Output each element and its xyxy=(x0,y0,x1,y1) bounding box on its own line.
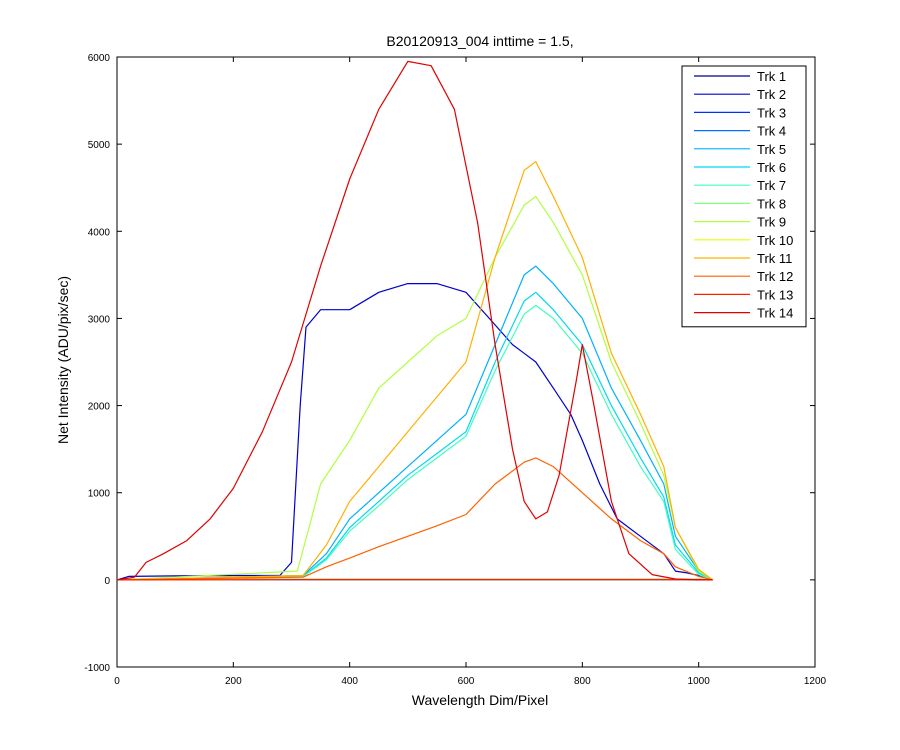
series-line-trk-11 xyxy=(116,161,713,581)
legend-label-trk-11: Trk 11 xyxy=(757,251,792,266)
y-tick-label: 5000 xyxy=(88,140,111,151)
legend-label-trk-6: Trk 6 xyxy=(757,160,786,175)
axis-ticks: 0 200 400 600 800 1000 1200 -1000 0 1000 2000 3000 4… xyxy=(84,53,826,687)
x-axis-label: Wavelength Dim/Pixel xyxy=(412,692,548,708)
y-tick-label: 6000 xyxy=(88,53,111,64)
series-line-trk-6 xyxy=(116,291,713,581)
chart-title: B20120913_004 inttime = 1.5, xyxy=(386,33,573,49)
y-tick-label: -1000 xyxy=(84,663,110,674)
legend-label-trk-5: Trk 5 xyxy=(757,142,786,157)
series-line-trk-2 xyxy=(116,283,713,581)
legend-label-trk-14: Trk 14 xyxy=(757,306,793,321)
legend-label-trk-7: Trk 7 xyxy=(757,178,786,193)
series-line-trk-7 xyxy=(116,304,713,581)
legend-label-trk-3: Trk 3 xyxy=(757,105,786,120)
legend-label-trk-8: Trk 8 xyxy=(757,196,786,211)
series-line-trk-14 xyxy=(116,60,713,581)
y-tick-label: 3000 xyxy=(88,314,111,325)
legend-label-trk-12: Trk 12 xyxy=(757,269,793,284)
series-line-trk-9 xyxy=(116,195,713,581)
legend-box xyxy=(681,65,807,328)
x-tick-label: 200 xyxy=(225,676,242,687)
legend-label-trk-13: Trk 13 xyxy=(757,287,793,302)
legend: Trk 1 Trk 2 Trk 3 Trk 4 Trk 5 Trk 6 Trk 7 Trk 8… xyxy=(681,65,807,328)
x-tick-label: 0 xyxy=(114,676,120,687)
y-tick-label: 1000 xyxy=(88,489,111,500)
x-tick-label: 400 xyxy=(341,676,358,687)
x-tick-label: 1000 xyxy=(688,676,711,687)
y-axis-label: Net Intensity (ADU/pix/sec) xyxy=(55,276,71,444)
legend-label-trk-1: Trk 1 xyxy=(757,69,786,84)
x-tick-label: 800 xyxy=(574,676,591,687)
legend-label-trk-2: Trk 2 xyxy=(757,87,786,102)
series-lines xyxy=(116,60,713,581)
y-tick-label: 0 xyxy=(104,576,110,587)
y-tick-label: 2000 xyxy=(88,402,111,413)
y-tick-label: 4000 xyxy=(88,227,111,238)
x-tick-label: 1200 xyxy=(804,676,827,687)
series-line-trk-12 xyxy=(116,457,713,581)
legend-label-trk-9: Trk 9 xyxy=(757,215,786,230)
series-line-trk-5 xyxy=(116,265,713,581)
x-tick-label: 600 xyxy=(458,676,475,687)
legend-label-trk-4: Trk 4 xyxy=(757,124,786,139)
legend-label-trk-10: Trk 10 xyxy=(757,233,793,248)
